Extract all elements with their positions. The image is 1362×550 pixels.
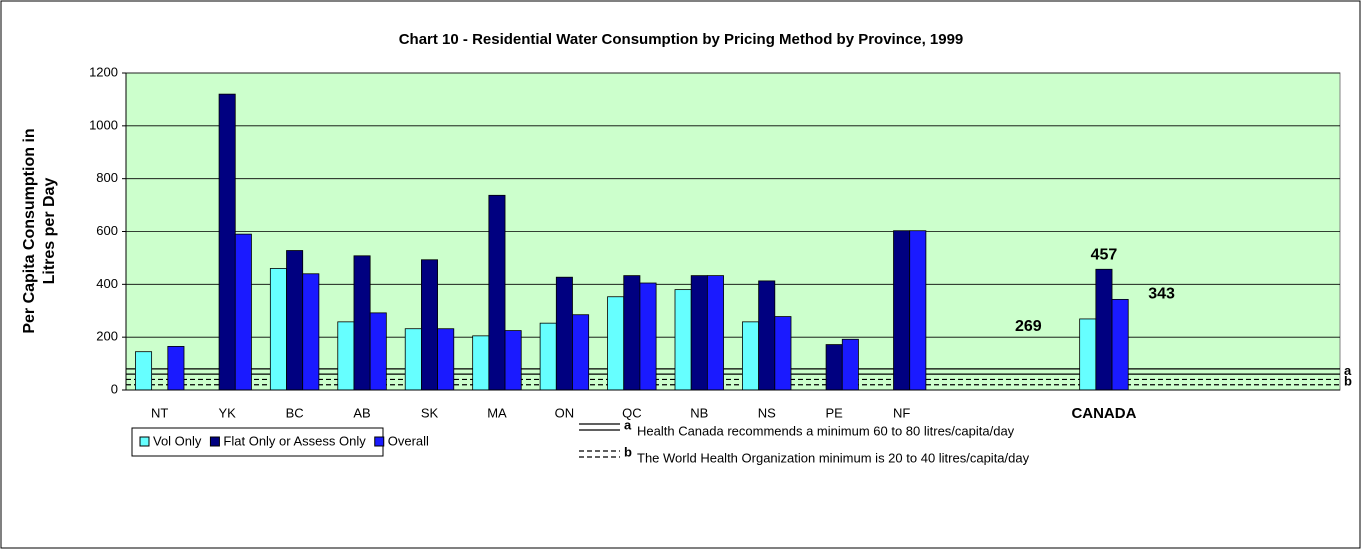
y-tick-label: 800 [96,170,118,185]
reference-legend-key: b [624,444,632,459]
x-tick-label: AB [353,405,370,420]
reference-legend-key: a [624,417,632,432]
x-tick-label: YK [218,405,236,420]
bar [337,321,355,391]
bar [437,328,455,391]
bar [488,194,506,391]
x-tick-label: NF [893,405,910,420]
bar [421,259,438,391]
legend-swatch [139,436,150,447]
y-tick-label: 200 [96,329,118,344]
bar [909,230,927,391]
x-tick-label: PE [825,405,843,420]
bar [404,328,422,391]
bar [135,351,153,391]
bar [504,330,522,391]
bar [758,280,776,391]
bar [774,316,792,391]
bar [742,321,760,391]
bar [555,276,573,391]
legend-label: Overall [388,433,429,448]
bar [607,296,625,391]
x-tick-label: NT [151,405,168,420]
x-tick-label: BC [286,405,304,420]
reference-legend-text: Health Canada recommends a minimum 60 to… [637,423,1015,438]
bar [893,230,911,391]
x-tick-label: NB [690,405,708,420]
x-tick-label: SK [421,405,439,420]
reference-key: b [1344,374,1352,389]
bar [302,273,320,391]
legend-label: Flat Only or Assess Only [223,433,366,448]
x-tick-label: QC [622,405,642,420]
bar [286,250,304,391]
bar [706,275,724,391]
bar [623,275,641,391]
chart-title: Chart 10 - Residential Water Consumption… [399,31,964,48]
bar [1111,298,1129,391]
reference-legend-text: The World Health Organization minimum is… [637,450,1030,465]
bar [269,268,287,391]
data-label: 457 [1091,246,1118,263]
bar [539,322,557,391]
bar [353,255,371,391]
bar [639,282,657,391]
bar [690,275,708,391]
legend-swatch [209,436,220,447]
bar [234,233,252,391]
x-tick-label: ON [555,405,575,420]
y-axis-label: Per Capita Consumption in Litres per Day [21,128,58,333]
y-tick-label: 1000 [89,117,118,132]
x-tick-label: MA [487,405,507,420]
y-tick-label: 600 [96,223,118,238]
bar [825,344,843,391]
y-tick-label: 400 [96,276,118,291]
bar [674,289,692,391]
bar [572,314,590,391]
x-tick-label: NS [758,405,776,420]
bar [1079,318,1097,391]
data-label: 269 [1015,318,1042,335]
y-axis-label-line: Per Capita Consumption in [21,128,38,333]
bar [167,346,185,391]
legend-swatch [374,436,385,447]
x-tick-label: CANADA [1071,405,1136,422]
legend-box [131,427,384,457]
legend-label: Vol Only [153,433,202,448]
bar [218,93,236,391]
bar [472,335,490,391]
bar [1095,268,1113,391]
y-tick-label: 0 [111,381,118,396]
data-label: 343 [1148,286,1175,303]
reference-key: a [1344,363,1352,378]
bar [841,338,859,391]
y-tick-label: 1200 [89,64,118,79]
y-axis-label-line: Litres per Day [41,178,58,285]
bar [369,312,387,391]
